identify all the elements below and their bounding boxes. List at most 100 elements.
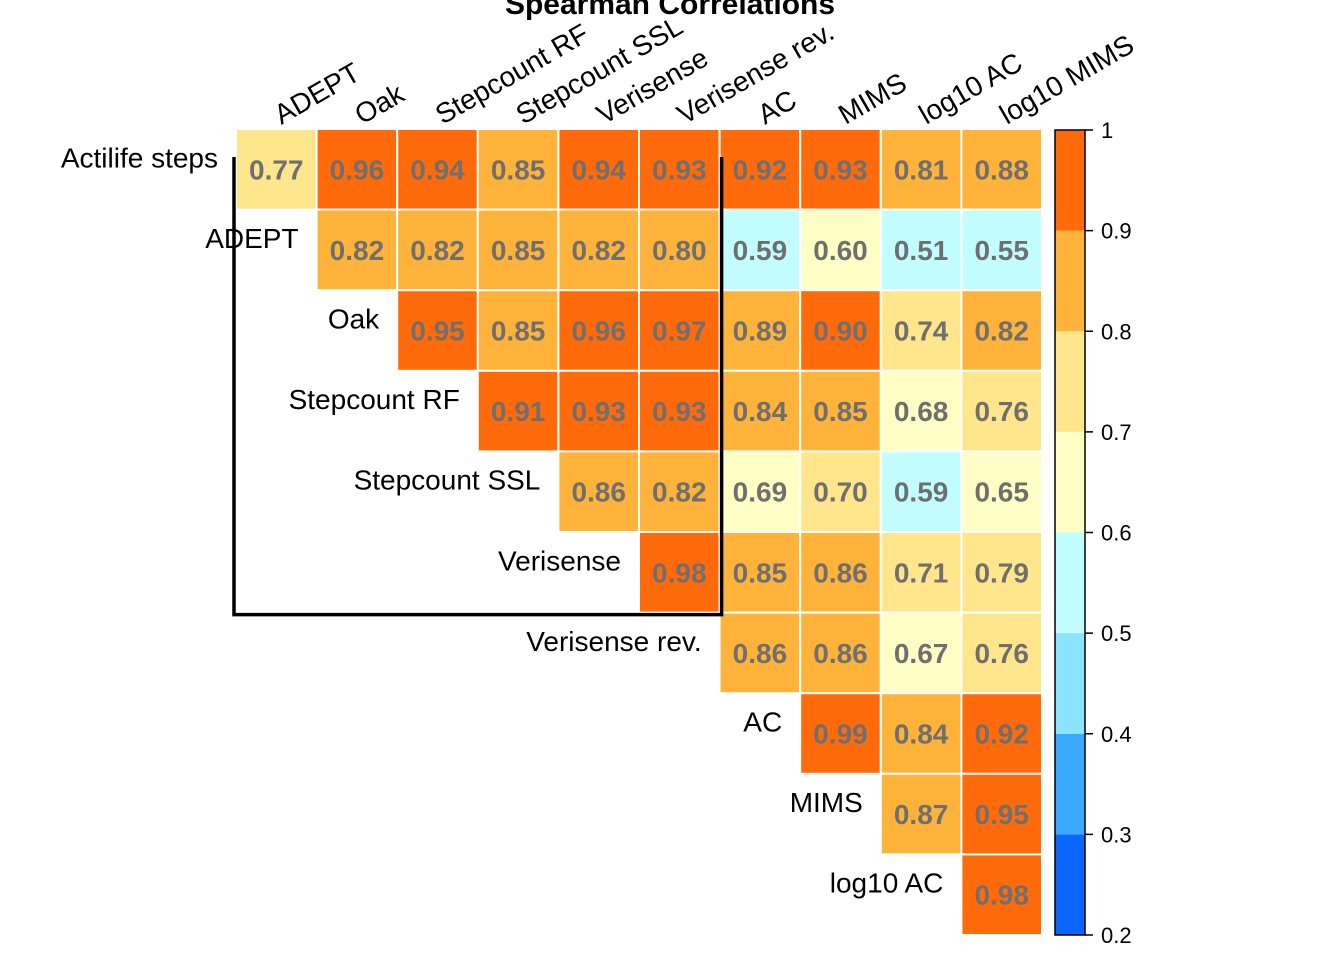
cell-value-label: 0.94 bbox=[410, 154, 465, 185]
cell-value-label: 0.84 bbox=[733, 396, 788, 427]
heatmap-cell bbox=[476, 369, 560, 453]
heatmap-cell bbox=[960, 208, 1044, 292]
colorbar-tick-label: 0.7 bbox=[1101, 420, 1132, 445]
cell-value-label: 0.86 bbox=[571, 477, 626, 508]
cell-value-label: 0.79 bbox=[974, 557, 1029, 588]
heatmap-cell bbox=[638, 208, 721, 292]
row-label: Actilife steps bbox=[61, 142, 218, 173]
row-label: Stepcount RF bbox=[289, 384, 460, 415]
row-label: Oak bbox=[328, 304, 380, 335]
colorbar-tick-label: 0.6 bbox=[1101, 521, 1132, 546]
heatmap-cell bbox=[476, 208, 560, 292]
cell-value-label: 0.86 bbox=[813, 638, 868, 669]
cell-value-label: 0.85 bbox=[491, 235, 546, 266]
cell-value-label: 0.94 bbox=[571, 154, 626, 185]
cell-value-label: 0.82 bbox=[652, 477, 707, 508]
colorbar-bin bbox=[1055, 633, 1085, 734]
heatmap-cell bbox=[718, 128, 802, 211]
cell-value-label: 0.82 bbox=[571, 235, 626, 266]
heatmap-cell bbox=[315, 208, 399, 292]
cell-value-label: 0.86 bbox=[733, 638, 788, 669]
colorbar-bin bbox=[1055, 230, 1085, 332]
cell-value-label: 0.85 bbox=[813, 396, 868, 427]
heatmap-cell bbox=[718, 611, 802, 695]
heatmap-cell bbox=[879, 531, 963, 614]
heatmap-cell bbox=[718, 531, 802, 614]
cell-value-label: 0.96 bbox=[571, 316, 626, 347]
cell-value-label: 0.69 bbox=[733, 477, 788, 508]
cell-value-label: 0.97 bbox=[652, 316, 707, 347]
heatmap-cell bbox=[879, 128, 963, 211]
heatmap-cell bbox=[960, 450, 1044, 533]
chart-title: Spearman Correlations bbox=[505, 0, 835, 21]
colorbar-tick-label: 1 bbox=[1101, 118, 1113, 143]
cell-value-label: 0.81 bbox=[894, 154, 949, 185]
colorbar: 0.2 0.3 0.4 0.5 0.6 0.7 0.8 0.9 1 bbox=[1054, 118, 1132, 948]
heatmap-cell bbox=[799, 369, 882, 453]
heatmap-cell bbox=[799, 128, 882, 211]
cell-value-label: 0.76 bbox=[974, 638, 1029, 669]
heatmap-cell bbox=[638, 531, 721, 614]
row-label: Stepcount SSL bbox=[354, 465, 541, 496]
cell-value-label: 0.96 bbox=[330, 154, 385, 185]
row-label: Verisense rev. bbox=[526, 626, 701, 657]
cell-value-label: 0.59 bbox=[733, 235, 788, 266]
heatmap-cell bbox=[718, 369, 802, 453]
colorbar-tick-label: 0.9 bbox=[1101, 219, 1132, 244]
cell-value-label: 0.71 bbox=[894, 557, 949, 588]
heatmap-cell bbox=[638, 450, 721, 533]
cell-value-label: 0.74 bbox=[894, 316, 949, 347]
cell-value-label: 0.98 bbox=[974, 880, 1029, 911]
heatmap-cell bbox=[879, 611, 963, 695]
heatmap-cell bbox=[557, 208, 641, 292]
colorbar-bin bbox=[1055, 834, 1085, 935]
cell-value-label: 0.65 bbox=[974, 477, 1029, 508]
heatmap-cell bbox=[879, 450, 963, 533]
cell-value-label: 0.59 bbox=[894, 477, 949, 508]
row-label: ADEPT bbox=[205, 223, 298, 254]
cell-value-label: 0.84 bbox=[894, 719, 949, 750]
cell-value-label: 0.93 bbox=[652, 154, 707, 185]
heatmap-cell bbox=[638, 128, 721, 211]
row-label: AC bbox=[743, 707, 782, 738]
cell-value-label: 0.99 bbox=[813, 719, 868, 750]
cell-value-label: 0.88 bbox=[974, 154, 1029, 185]
row-labels: Actilife steps ADEPT Oak Stepcount RF Stepco… bbox=[61, 142, 944, 898]
heatmap-cell bbox=[960, 289, 1044, 372]
cell-value-label: 0.70 bbox=[813, 477, 868, 508]
cell-value-label: 0.89 bbox=[733, 316, 788, 347]
cell-value-label: 0.68 bbox=[894, 396, 949, 427]
heatmap-cell bbox=[960, 369, 1044, 453]
cell-value-label: 0.55 bbox=[974, 235, 1029, 266]
cell-value-label: 0.95 bbox=[974, 799, 1029, 830]
colorbar-tick-label: 0.3 bbox=[1101, 822, 1132, 847]
cell-value-label: 0.76 bbox=[974, 396, 1029, 427]
colorbar-bin bbox=[1055, 431, 1085, 533]
colorbar-bin bbox=[1055, 733, 1085, 835]
cell-value-label: 0.67 bbox=[894, 638, 949, 669]
cell-value-label: 0.82 bbox=[410, 235, 465, 266]
cell-value-label: 0.93 bbox=[571, 396, 626, 427]
heatmap-cell bbox=[799, 450, 882, 533]
cell-value-label: 0.77 bbox=[249, 154, 304, 185]
cell-value-label: 0.93 bbox=[652, 396, 707, 427]
heatmap-cell bbox=[879, 369, 963, 453]
cell-value-label: 0.85 bbox=[733, 557, 788, 588]
colorbar-bin bbox=[1055, 331, 1085, 432]
heatmap-cell bbox=[799, 531, 882, 614]
heatmap-cells: 0.77 0.96 0.94 0.85 0.94 0.93 0.92 0.93 0.81 0.88… bbox=[235, 128, 1044, 937]
highlight-bracket bbox=[232, 157, 724, 617]
heatmap-cell bbox=[960, 531, 1044, 614]
cell-value-label: 0.92 bbox=[974, 719, 1029, 750]
cell-value-label: 0.82 bbox=[974, 316, 1029, 347]
cell-value-label: 0.87 bbox=[894, 799, 949, 830]
heatmap-cell bbox=[960, 611, 1044, 695]
colorbar-bin bbox=[1055, 130, 1085, 231]
colorbar-bin bbox=[1055, 532, 1085, 634]
cell-value-label: 0.93 bbox=[813, 154, 868, 185]
colorbar-tick-label: 0.4 bbox=[1101, 722, 1132, 747]
cell-value-label: 0.60 bbox=[813, 235, 868, 266]
row-label: Verisense bbox=[498, 545, 621, 576]
